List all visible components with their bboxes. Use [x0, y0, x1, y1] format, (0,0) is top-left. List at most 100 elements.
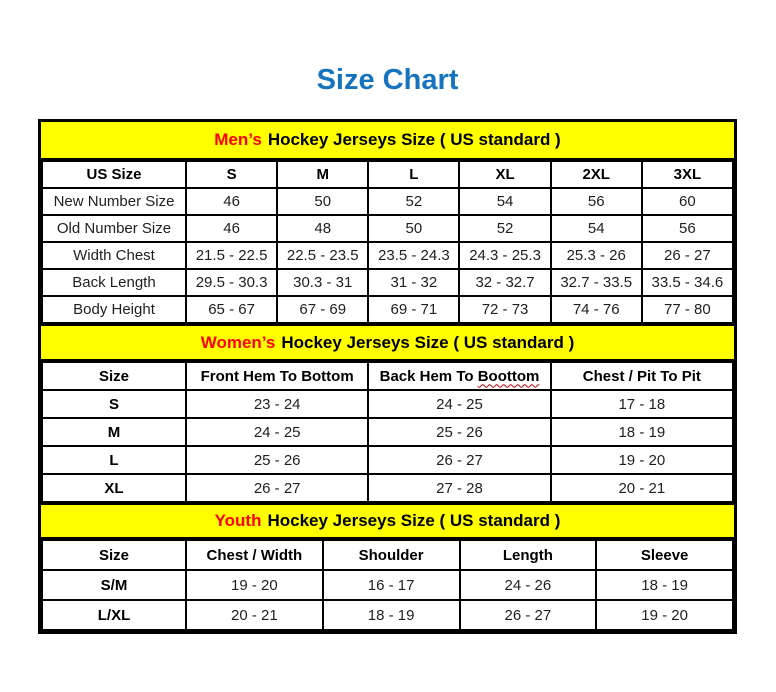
size-value-cell: 54 [458, 187, 552, 216]
size-value-cell: 25.3 - 26 [549, 241, 643, 270]
size-value-cell: 46 [184, 187, 279, 216]
mens-header-row: US Size S M L XL 2XL 3XL [41, 160, 735, 189]
row-label-cell: XL [41, 473, 187, 503]
row-label-cell: M [41, 417, 187, 447]
youth-header-row: Size Chest / Width Shoulder Length Sleeve [41, 539, 734, 571]
womens-section: Women’s Hockey Jerseys Size ( US standar… [41, 324, 735, 503]
womens-table-band: Women’s Hockey Jerseys Size ( US standar… [41, 324, 734, 361]
size-value-cell: 18 - 19 [321, 599, 461, 631]
size-value-cell: 29.5 - 30.3 [184, 268, 279, 297]
row-label-cell: Body Height [41, 295, 187, 324]
mens-band-accent: Men’s [214, 130, 262, 149]
size-value-cell: 16 - 17 [321, 569, 461, 601]
column-header-cell: 2XL [549, 160, 643, 189]
size-value-cell: 33.5 - 34.6 [640, 268, 735, 297]
size-value-cell: 54 [549, 214, 643, 243]
row-label-cell: S/M [41, 569, 187, 601]
size-value-cell: 24 - 25 [367, 389, 552, 419]
youth-table-band: Youth Hockey Jerseys Size ( US standard … [41, 503, 734, 539]
mens-band-text: Hockey Jerseys Size ( US standard ) [267, 130, 561, 149]
size-value-cell: 19 - 20 [185, 569, 324, 601]
size-value-cell: 21.5 - 22.5 [184, 241, 279, 270]
size-value-cell: 24.3 - 25.3 [458, 241, 552, 270]
size-value-cell: 56 [640, 214, 735, 243]
size-value-cell: 65 - 67 [184, 295, 279, 324]
column-header-cell: L [367, 160, 461, 189]
size-value-cell: 25 - 26 [367, 417, 552, 447]
size-value-cell: 24 - 25 [184, 417, 370, 447]
size-value-cell: 27 - 28 [367, 473, 552, 503]
size-chart-block: Men’s Hockey Jerseys Size ( US standard … [38, 119, 737, 634]
size-value-cell: 17 - 18 [549, 389, 735, 419]
size-value-cell: 23.5 - 24.3 [367, 241, 461, 270]
table-row: Back Length 29.5 - 30.3 30.3 - 31 31 - 32 32… [41, 268, 735, 297]
table-row: Width Chest 21.5 - 22.5 22.5 - 23.5 23.5 - … [41, 241, 735, 270]
size-value-cell: 20 - 21 [185, 599, 324, 631]
size-value-cell: 26 - 27 [367, 445, 552, 475]
table-row: New Number Size 46 50 52 54 56 60 [41, 187, 735, 216]
size-value-cell: 69 - 71 [367, 295, 461, 324]
womens-band-accent: Women’s [200, 332, 276, 352]
mens-size-table: US Size S M L XL 2XL 3XL New Number Size 46 50 52 5… [41, 160, 735, 324]
size-value-cell: 60 [640, 187, 735, 216]
table-row: L/XL 20 - 21 18 - 19 26 - 27 19 - 20 [41, 599, 734, 631]
womens-header-row: Size Front Hem To Bottom Back Hem To Boott… [41, 361, 735, 391]
row-label-cell: Back Length [41, 268, 187, 297]
youth-band-text: Hockey Jerseys Size ( US standard ) [267, 511, 561, 530]
column-header-cell: Sleeve [595, 539, 734, 571]
column-header-text: Back Hem To [379, 367, 478, 385]
table-row: XL 26 - 27 27 - 28 20 - 21 [41, 473, 735, 503]
size-value-cell: 18 - 19 [549, 417, 735, 447]
column-header-cell: Front Hem To Bottom [184, 361, 370, 391]
size-value-cell: 25 - 26 [184, 445, 370, 475]
womens-band-text: Hockey Jerseys Size ( US standard ) [281, 332, 575, 352]
size-value-cell: 19 - 20 [549, 445, 735, 475]
column-header-cell: Chest / Width [185, 539, 324, 571]
table-row: S 23 - 24 24 - 25 17 - 18 [41, 389, 735, 419]
column-header-cell: US Size [41, 160, 187, 189]
table-row: Body Height 65 - 67 67 - 69 69 - 71 72 - 73 7… [41, 295, 735, 324]
row-label-cell: New Number Size [41, 187, 187, 216]
size-value-cell: 20 - 21 [549, 473, 735, 503]
size-value-cell: 77 - 80 [640, 295, 735, 324]
size-value-cell: 50 [276, 187, 370, 216]
row-label-cell: L/XL [41, 599, 187, 631]
table-row: M 24 - 25 25 - 26 18 - 19 [41, 417, 735, 447]
size-value-cell: 32.7 - 33.5 [549, 268, 643, 297]
size-value-cell: 50 [367, 214, 461, 243]
size-value-cell: 19 - 20 [595, 599, 734, 631]
column-header-cell: Back Hem To Boottom [367, 361, 552, 391]
size-value-cell: 18 - 19 [595, 569, 734, 601]
size-value-cell: 22.5 - 23.5 [276, 241, 370, 270]
column-header-cell: S [184, 160, 279, 189]
column-header-cell: Length [458, 539, 598, 571]
row-label-cell: L [41, 445, 187, 475]
size-value-cell: 52 [367, 187, 461, 216]
mens-section: Men’s Hockey Jerseys Size ( US standard … [41, 122, 735, 324]
size-value-cell: 32 - 32.7 [458, 268, 552, 297]
size-value-cell: 52 [458, 214, 552, 243]
size-value-cell: 26 - 27 [458, 599, 598, 631]
size-value-cell: 30.3 - 31 [276, 268, 370, 297]
size-value-cell: 24 - 26 [458, 569, 598, 601]
youth-section: Youth Hockey Jerseys Size ( US standard … [41, 503, 734, 631]
column-header-cell: XL [458, 160, 552, 189]
size-value-cell: 26 - 27 [640, 241, 735, 270]
size-value-cell: 46 [184, 214, 279, 243]
page-title: Size Chart [316, 64, 459, 96]
table-row: Old Number Size 46 48 50 52 54 56 [41, 214, 735, 243]
mens-table-band: Men’s Hockey Jerseys Size ( US standard … [41, 122, 734, 160]
size-value-cell: 26 - 27 [184, 473, 370, 503]
size-value-cell: 56 [549, 187, 643, 216]
column-header-cell: Chest / Pit To Pit [549, 361, 735, 391]
misspelled-word-wavy-underline: Boottom [477, 367, 540, 385]
column-header-cell: Size [41, 539, 187, 571]
row-label-cell: Old Number Size [41, 214, 187, 243]
table-row: L 25 - 26 26 - 27 19 - 20 [41, 445, 735, 475]
size-value-cell: 72 - 73 [458, 295, 552, 324]
size-value-cell: 67 - 69 [276, 295, 370, 324]
column-header-cell: Size [41, 361, 187, 391]
row-label-cell: S [41, 389, 187, 419]
size-value-cell: 31 - 32 [367, 268, 461, 297]
column-header-cell: Shoulder [321, 539, 461, 571]
